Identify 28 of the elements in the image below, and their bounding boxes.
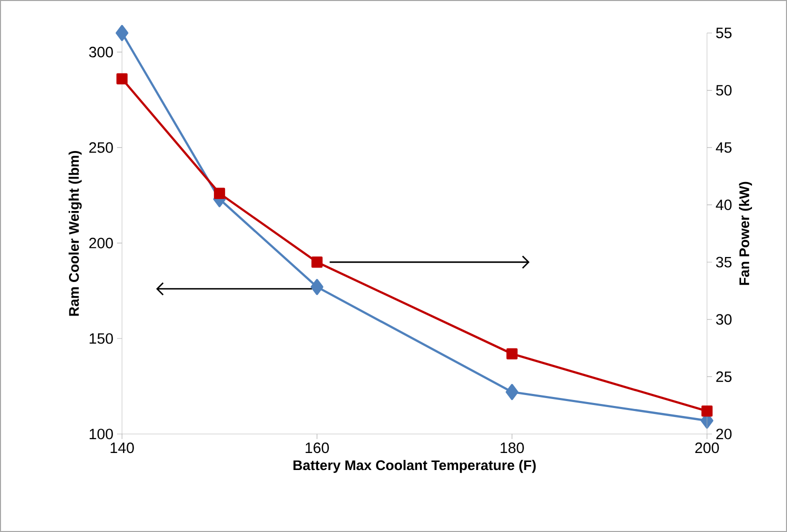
- x-tick-label: 180: [500, 442, 524, 454]
- y-tick-label: 100: [90, 428, 113, 440]
- y2-tick-label: 25: [716, 371, 732, 382]
- y2-tick-label: 50: [716, 84, 732, 96]
- y-tick-label: 200: [89, 238, 113, 248]
- y-tick-label: 300: [89, 46, 113, 58]
- y2-axis-title: Fan Power (kW): [738, 182, 752, 285]
- point: [506, 384, 518, 400]
- x-tick-label: 160: [306, 442, 329, 454]
- point: [116, 24, 128, 42]
- point: [701, 405, 713, 417]
- point: [214, 188, 226, 199]
- point: [506, 348, 518, 360]
- y2-tick-label: 45: [716, 142, 732, 153]
- x-axis-title: Battery Max Coolant Temperature (F): [294, 460, 536, 473]
- y2-tick-label: 55: [716, 28, 732, 38]
- point: [310, 278, 324, 296]
- y2-tick-label: 20: [716, 428, 732, 440]
- x-tick-label: 200: [695, 442, 719, 454]
- y-tick-label: 250: [89, 142, 113, 153]
- point: [116, 73, 128, 84]
- y-tick-label: 150: [90, 333, 113, 344]
- y2-tick-label: 35: [716, 256, 732, 268]
- y2-tick-label: 40: [716, 200, 732, 210]
- y-axis-title: Ram Cooler Weight (lbm): [68, 151, 82, 316]
- point: [311, 256, 323, 268]
- x-tick-label: 140: [110, 442, 134, 454]
- y2-tick-label: 30: [716, 314, 732, 325]
